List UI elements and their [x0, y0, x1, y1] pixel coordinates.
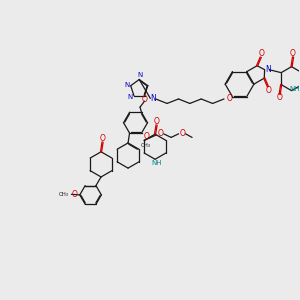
Text: O: O: [142, 95, 148, 104]
Text: O: O: [158, 129, 164, 138]
Text: CH₃: CH₃: [59, 192, 69, 197]
Text: N: N: [150, 94, 156, 103]
Text: O: O: [144, 132, 149, 141]
Text: O: O: [277, 93, 283, 102]
Text: O: O: [226, 94, 232, 103]
Text: O: O: [258, 49, 264, 58]
Text: O: O: [100, 134, 106, 143]
Text: NH: NH: [289, 86, 300, 92]
Text: O: O: [71, 190, 77, 199]
Text: N: N: [265, 65, 271, 74]
Text: N: N: [137, 72, 142, 78]
Text: NH: NH: [151, 160, 162, 166]
Text: O: O: [290, 49, 296, 58]
Text: CH₃: CH₃: [140, 143, 151, 148]
Text: O: O: [154, 117, 160, 126]
Text: N: N: [124, 82, 129, 88]
Text: N: N: [127, 94, 132, 100]
Text: O: O: [266, 85, 272, 94]
Text: O: O: [180, 129, 185, 138]
